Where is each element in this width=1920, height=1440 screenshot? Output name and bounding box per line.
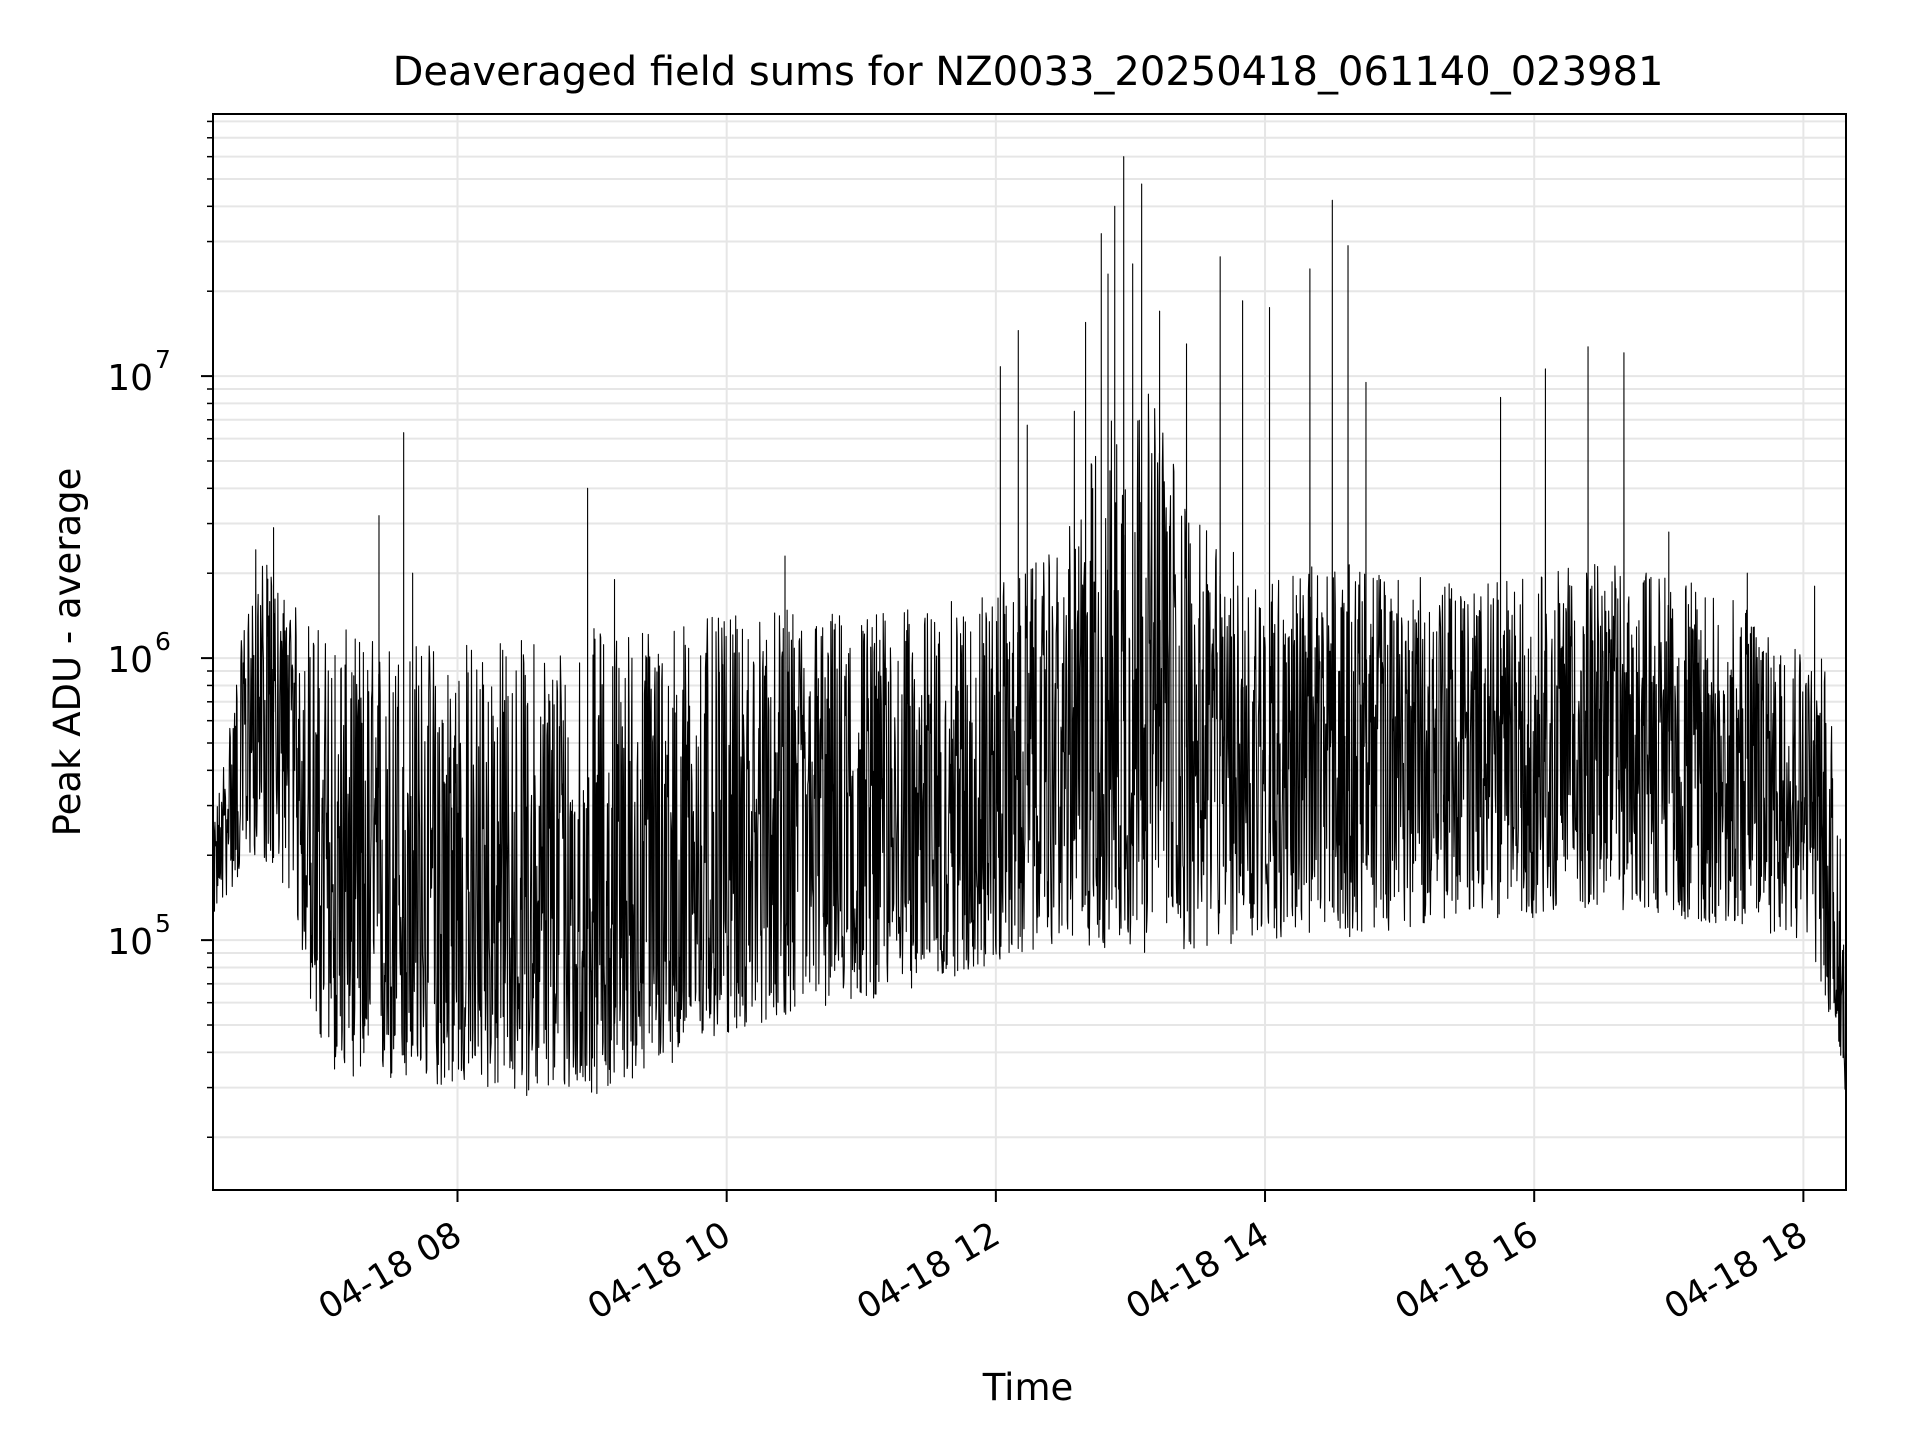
y-tick-label: 10 <box>107 640 153 681</box>
plot-area <box>213 156 1846 1097</box>
y-tick-label: 10 <box>107 922 153 963</box>
x-axis-label: Time <box>982 1366 1074 1409</box>
series-line <box>213 156 1846 1097</box>
y-axis-label: Peak ADU - average <box>46 468 89 837</box>
series-layer <box>213 156 1846 1097</box>
chart-title: Deaveraged field sums for NZ0033_2025041… <box>393 49 1664 95</box>
plot-frame <box>212 113 1847 1191</box>
y-tick-exponent: 5 <box>155 909 171 938</box>
y-tick-exponent: 6 <box>155 627 171 656</box>
y-tick-label: 10 <box>107 358 153 399</box>
y-tick-exponent: 7 <box>155 345 171 374</box>
